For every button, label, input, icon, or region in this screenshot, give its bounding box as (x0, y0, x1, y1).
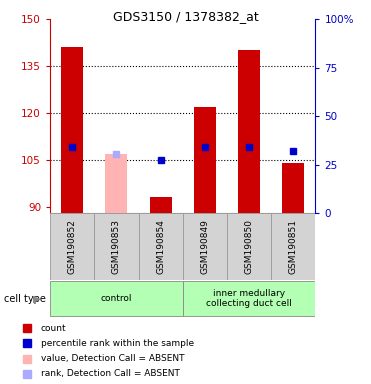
Text: GSM190849: GSM190849 (200, 219, 209, 274)
Text: GDS3150 / 1378382_at: GDS3150 / 1378382_at (113, 10, 258, 23)
Text: GSM190850: GSM190850 (244, 219, 253, 274)
Bar (50, 213, 94, 280)
Text: GSM190851: GSM190851 (289, 219, 298, 274)
Text: GSM190852: GSM190852 (68, 219, 77, 274)
Bar (271, 213, 315, 280)
Bar (183, 281, 315, 316)
Text: cell type: cell type (4, 293, 46, 304)
Bar (50, 281, 183, 316)
Bar (194, 107, 216, 213)
Bar (282, 163, 304, 213)
Text: value, Detection Call = ABSENT: value, Detection Call = ABSENT (41, 354, 184, 363)
Bar (227, 213, 271, 280)
Bar (150, 197, 172, 213)
Text: ▶: ▶ (33, 293, 40, 304)
Bar (238, 50, 260, 213)
Text: inner medullary
collecting duct cell: inner medullary collecting duct cell (206, 289, 292, 308)
Text: GSM190854: GSM190854 (156, 219, 165, 274)
Bar (61, 47, 83, 213)
Text: percentile rank within the sample: percentile rank within the sample (41, 339, 194, 348)
Text: control: control (101, 294, 132, 303)
Text: rank, Detection Call = ABSENT: rank, Detection Call = ABSENT (41, 369, 180, 378)
Text: count: count (41, 324, 66, 333)
Bar (183, 213, 227, 280)
Bar (105, 154, 128, 213)
Text: GSM190853: GSM190853 (112, 219, 121, 274)
Bar (94, 213, 138, 280)
Bar (138, 213, 183, 280)
